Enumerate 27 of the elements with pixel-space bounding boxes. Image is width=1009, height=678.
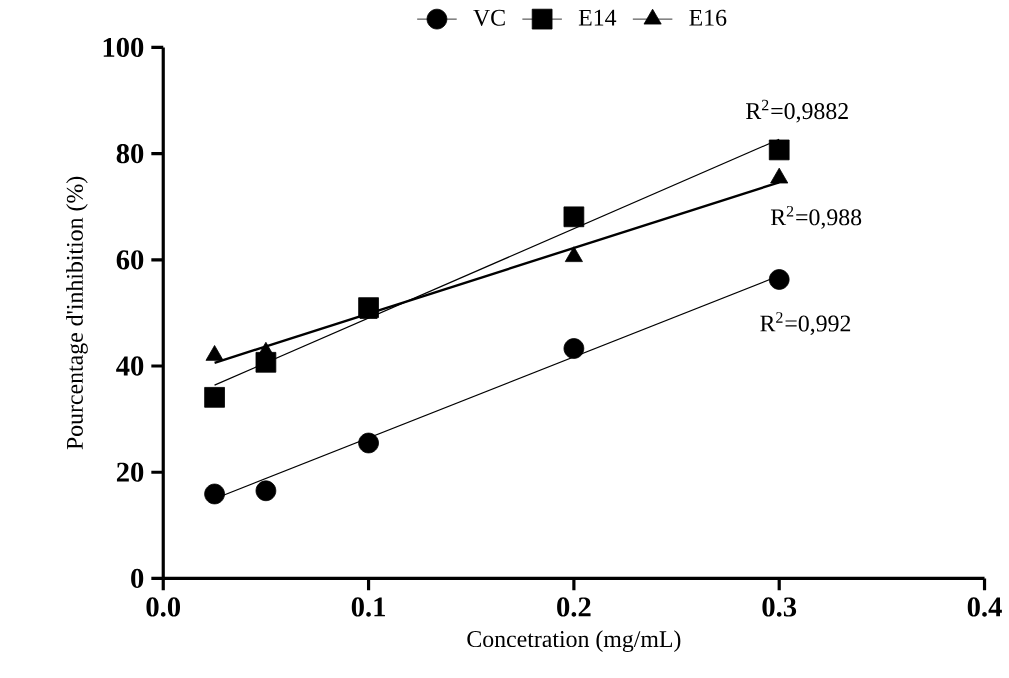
- legend-label: VC: [473, 9, 505, 26]
- annotation: R$^{2}$=0,9882: [746, 99, 848, 123]
- legend-label: E14: [578, 9, 617, 26]
- x-tick-label: 0.2: [557, 597, 591, 617]
- point: [563, 338, 585, 359]
- y-tick-label: 60: [116, 250, 144, 270]
- x-tick-label: 0.3: [762, 597, 797, 617]
- x-axis-title: Concetration (mg/mL): [467, 630, 681, 653]
- y-tick-label: 100: [103, 37, 144, 58]
- y-tick-label: 0: [131, 568, 144, 589]
- point: [768, 269, 790, 290]
- legend-label: E16: [689, 9, 727, 26]
- annotation: R$^{2}$=0,992: [760, 312, 851, 336]
- point: [358, 432, 379, 454]
- point: [255, 480, 277, 502]
- point: [204, 387, 225, 408]
- y-tick-label: 80: [116, 144, 144, 164]
- y-tick-label: 20: [116, 462, 144, 482]
- x-tick-label: 0.4: [967, 597, 1002, 617]
- point: [204, 483, 225, 505]
- x-tick-label: 0.0: [146, 597, 181, 617]
- point: [768, 139, 790, 161]
- y-axis-title: Pourcentage d'inhibition (%): [66, 176, 88, 450]
- point: [563, 206, 585, 228]
- x-tick-label: 0.1: [351, 597, 385, 617]
- y-tick-label: 40: [116, 356, 144, 376]
- annotation: R$^{2}$=0,988: [770, 206, 862, 229]
